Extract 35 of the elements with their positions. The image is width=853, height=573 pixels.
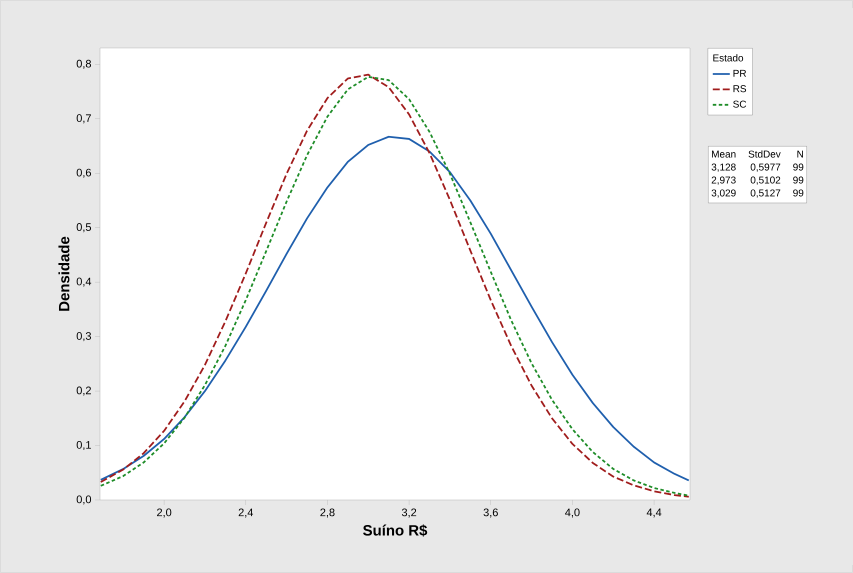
text: 2,973 [712,176,736,185]
y-axis-title: Densidade [58,236,70,311]
x-tick-label: 2,8 [320,508,335,518]
text: 99 [793,176,804,184]
legend-title: Estado [713,54,744,62]
text: N [797,150,803,158]
x-tick-label: 2,0 [157,508,172,518]
text: 3,128 [712,164,736,172]
y-tick-label: 0,1 [76,441,91,450]
y-tick-label: 0,6 [76,168,91,178]
legend-label: PR [734,70,746,77]
text: 99 [793,164,804,171]
y-tick-label: 0,5 [76,223,92,232]
y-tick-label: 0,2 [76,386,91,396]
legend-label: SC [733,100,746,108]
y-tick-label: 0,3 [76,332,91,342]
text: 0,5977 [750,164,780,172]
legend-label: RS [734,85,746,92]
x-tick-label: 4,4 [646,508,662,518]
y-tick-label: 0,4 [76,278,92,287]
y-tick-label: 0,8 [76,60,91,69]
text: StdDev [748,150,781,158]
x-axis-title: Suíno R$ [363,524,428,537]
x-tick-label: 3,6 [484,508,498,518]
y-tick-label: 0,7 [76,114,91,124]
text: Mean [712,150,736,158]
text: 0,5127 [750,189,780,198]
x-tick-label: 3,2 [402,508,416,518]
x-tick-label: 4,0 [565,508,580,518]
text: 3,029 [712,189,736,198]
x-tick-label: 2,4 [238,508,254,518]
text: 0,5102 [750,176,780,185]
text: 99 [793,189,804,196]
line-series [100,136,690,482]
y-tick-label: 0,0 [76,495,92,505]
